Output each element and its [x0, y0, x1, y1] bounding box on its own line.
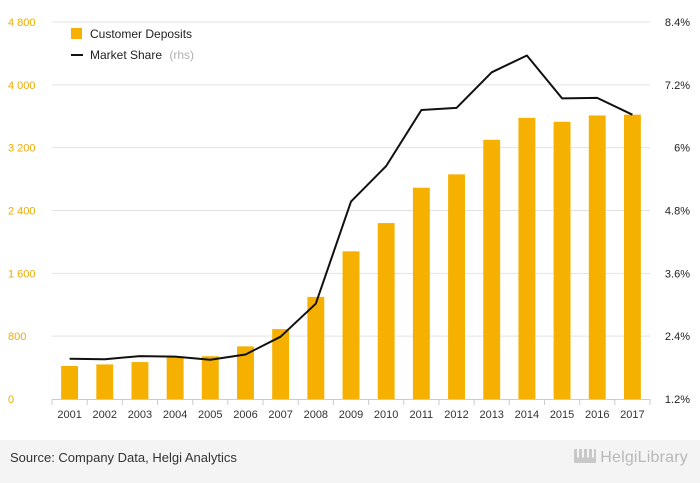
bar-customer-deposits	[588, 115, 606, 399]
x-tick-label: 2015	[550, 409, 574, 421]
x-tick-label: 2012	[444, 409, 468, 421]
axes: 0 800 1 600 2 400 3 200 4 000 4 800 1.2% 2.4% 3.6…	[8, 17, 690, 421]
bar-customer-deposits	[377, 223, 395, 399]
y-left-tick-label: 3 200	[8, 143, 36, 155]
bar-customer-deposits	[623, 114, 641, 399]
y-right-tick-label: 2.4%	[665, 331, 690, 343]
y-left-tick-label: 4 000	[8, 80, 36, 92]
y-right-tick-label: 7.2%	[665, 80, 690, 92]
legend-label-market-share-suffix: (rhs)	[169, 48, 194, 62]
bar-customer-deposits	[272, 329, 290, 399]
x-tick-label: 2006	[233, 409, 257, 421]
x-tick-label: 2013	[479, 409, 503, 421]
legend: Customer Deposits Market Share (rhs)	[71, 27, 194, 62]
x-tick-label: 2003	[128, 409, 152, 421]
y-left-tick-label: 1 600	[8, 268, 36, 280]
y-left-tick-label: 4 800	[8, 17, 36, 29]
x-tick-label: 2017	[620, 409, 644, 421]
bar-customer-deposits	[61, 366, 79, 399]
y-right-tick-label: 6%	[674, 143, 690, 155]
y-right-tick-label: 1.2%	[665, 394, 690, 406]
brand-logo: HelgiLibrary	[574, 449, 688, 467]
y-left-tick-label: 0	[8, 394, 14, 406]
x-tick-label: 2014	[515, 409, 539, 421]
bar-customer-deposits	[131, 362, 149, 399]
x-tick-label: 2007	[268, 409, 292, 421]
bar-customer-deposits	[518, 117, 536, 399]
bar-customer-deposits	[448, 174, 465, 399]
bar-customer-deposits	[483, 139, 501, 399]
bar-customer-deposits	[307, 296, 325, 399]
x-tick-label: 2001	[57, 409, 81, 421]
bar-customer-deposits	[553, 121, 571, 399]
x-tick-label: 2008	[304, 409, 328, 421]
y-left-tick-label: 2 400	[8, 206, 36, 218]
bar-customer-deposits	[96, 364, 114, 399]
legend-label-market-share-name: Market Share	[90, 48, 162, 62]
y-right-tick-label: 4.8%	[665, 206, 690, 218]
x-tick-label: 2010	[374, 409, 398, 421]
bar-series	[61, 114, 641, 399]
bar-customer-deposits	[237, 346, 254, 399]
bar-customer-deposits	[166, 357, 184, 399]
brand-name: HelgiLibrary	[600, 449, 688, 466]
x-tick-label: 2004	[163, 409, 187, 421]
x-tick-label: 2011	[410, 409, 434, 421]
legend-label-market-share: Market Share (rhs)	[90, 48, 194, 62]
y-right-tick-label: 8.4%	[665, 17, 690, 29]
line-series	[69, 54, 633, 361]
source-text: Source: Company Data, Helgi Analytics	[10, 450, 237, 465]
library-icon	[574, 449, 597, 463]
y-right-tick-label: 3.6%	[665, 268, 690, 280]
x-tick-label: 2002	[93, 409, 117, 421]
bar-customer-deposits	[201, 356, 219, 399]
x-tick-label: 2016	[585, 409, 609, 421]
x-tick-label: 2005	[198, 409, 222, 421]
bar-customer-deposits	[412, 187, 430, 399]
grid-lines	[52, 21, 650, 337]
bar-customer-deposits	[342, 251, 360, 399]
y-left-tick-label: 800	[8, 331, 26, 343]
legend-swatch-customer-deposits	[71, 28, 82, 39]
x-tick-label: 2009	[339, 409, 363, 421]
legend-label-customer-deposits: Customer Deposits	[90, 27, 192, 41]
